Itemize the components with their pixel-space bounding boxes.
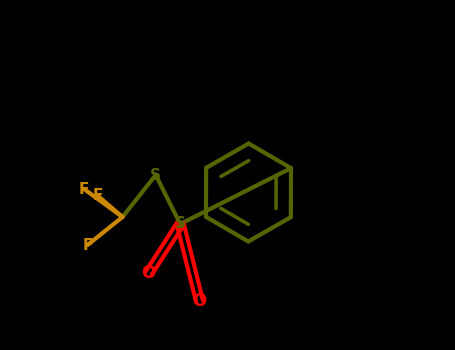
Text: F: F	[93, 189, 103, 203]
Text: F: F	[79, 182, 89, 196]
Text: S: S	[150, 168, 161, 182]
Text: O: O	[192, 292, 207, 310]
Text: S: S	[175, 217, 186, 231]
Text: F: F	[82, 238, 93, 252]
Text: O: O	[142, 264, 156, 282]
